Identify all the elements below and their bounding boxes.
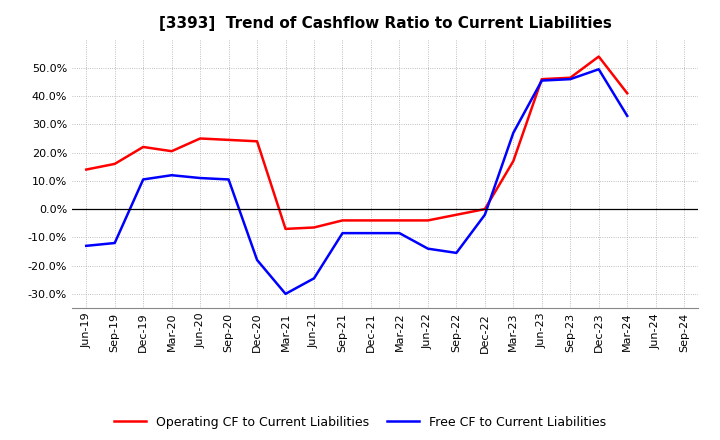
Free CF to Current Liabilities — [395, 231, 404, 236]
Operating CF to Current Liabilities — [595, 54, 603, 59]
Line: Free CF to Current Liabilities: Free CF to Current Liabilities — [86, 69, 627, 294]
Operating CF to Current Liabilities — [509, 158, 518, 164]
Operating CF to Current Liabilities — [366, 218, 375, 223]
Free CF to Current Liabilities — [110, 240, 119, 246]
Free CF to Current Liabilities — [310, 276, 318, 281]
Operating CF to Current Liabilities — [480, 206, 489, 212]
Free CF to Current Liabilities — [82, 243, 91, 249]
Free CF to Current Liabilities — [509, 130, 518, 136]
Free CF to Current Liabilities — [623, 113, 631, 118]
Free CF to Current Liabilities — [167, 172, 176, 178]
Free CF to Current Liabilities — [452, 250, 461, 256]
Free CF to Current Liabilities — [566, 77, 575, 82]
Operating CF to Current Liabilities — [253, 139, 261, 144]
Free CF to Current Liabilities — [480, 212, 489, 217]
Legend: Operating CF to Current Liabilities, Free CF to Current Liabilities: Operating CF to Current Liabilities, Fre… — [109, 411, 611, 434]
Free CF to Current Liabilities — [595, 66, 603, 72]
Free CF to Current Liabilities — [253, 257, 261, 263]
Operating CF to Current Liabilities — [537, 77, 546, 82]
Line: Operating CF to Current Liabilities: Operating CF to Current Liabilities — [86, 57, 627, 229]
Free CF to Current Liabilities — [366, 231, 375, 236]
Operating CF to Current Liabilities — [196, 136, 204, 141]
Operating CF to Current Liabilities — [566, 75, 575, 81]
Operating CF to Current Liabilities — [395, 218, 404, 223]
Operating CF to Current Liabilities — [623, 91, 631, 96]
Title: [3393]  Trend of Cashflow Ratio to Current Liabilities: [3393] Trend of Cashflow Ratio to Curren… — [159, 16, 611, 32]
Operating CF to Current Liabilities — [338, 218, 347, 223]
Operating CF to Current Liabilities — [225, 137, 233, 143]
Free CF to Current Liabilities — [338, 231, 347, 236]
Free CF to Current Liabilities — [537, 78, 546, 83]
Free CF to Current Liabilities — [139, 177, 148, 182]
Free CF to Current Liabilities — [196, 176, 204, 181]
Operating CF to Current Liabilities — [282, 226, 290, 231]
Operating CF to Current Liabilities — [110, 161, 119, 167]
Operating CF to Current Liabilities — [423, 218, 432, 223]
Operating CF to Current Liabilities — [310, 225, 318, 230]
Operating CF to Current Liabilities — [139, 144, 148, 150]
Operating CF to Current Liabilities — [167, 149, 176, 154]
Operating CF to Current Liabilities — [452, 212, 461, 217]
Free CF to Current Liabilities — [423, 246, 432, 251]
Free CF to Current Liabilities — [225, 177, 233, 182]
Operating CF to Current Liabilities — [82, 167, 91, 172]
Free CF to Current Liabilities — [282, 291, 290, 297]
